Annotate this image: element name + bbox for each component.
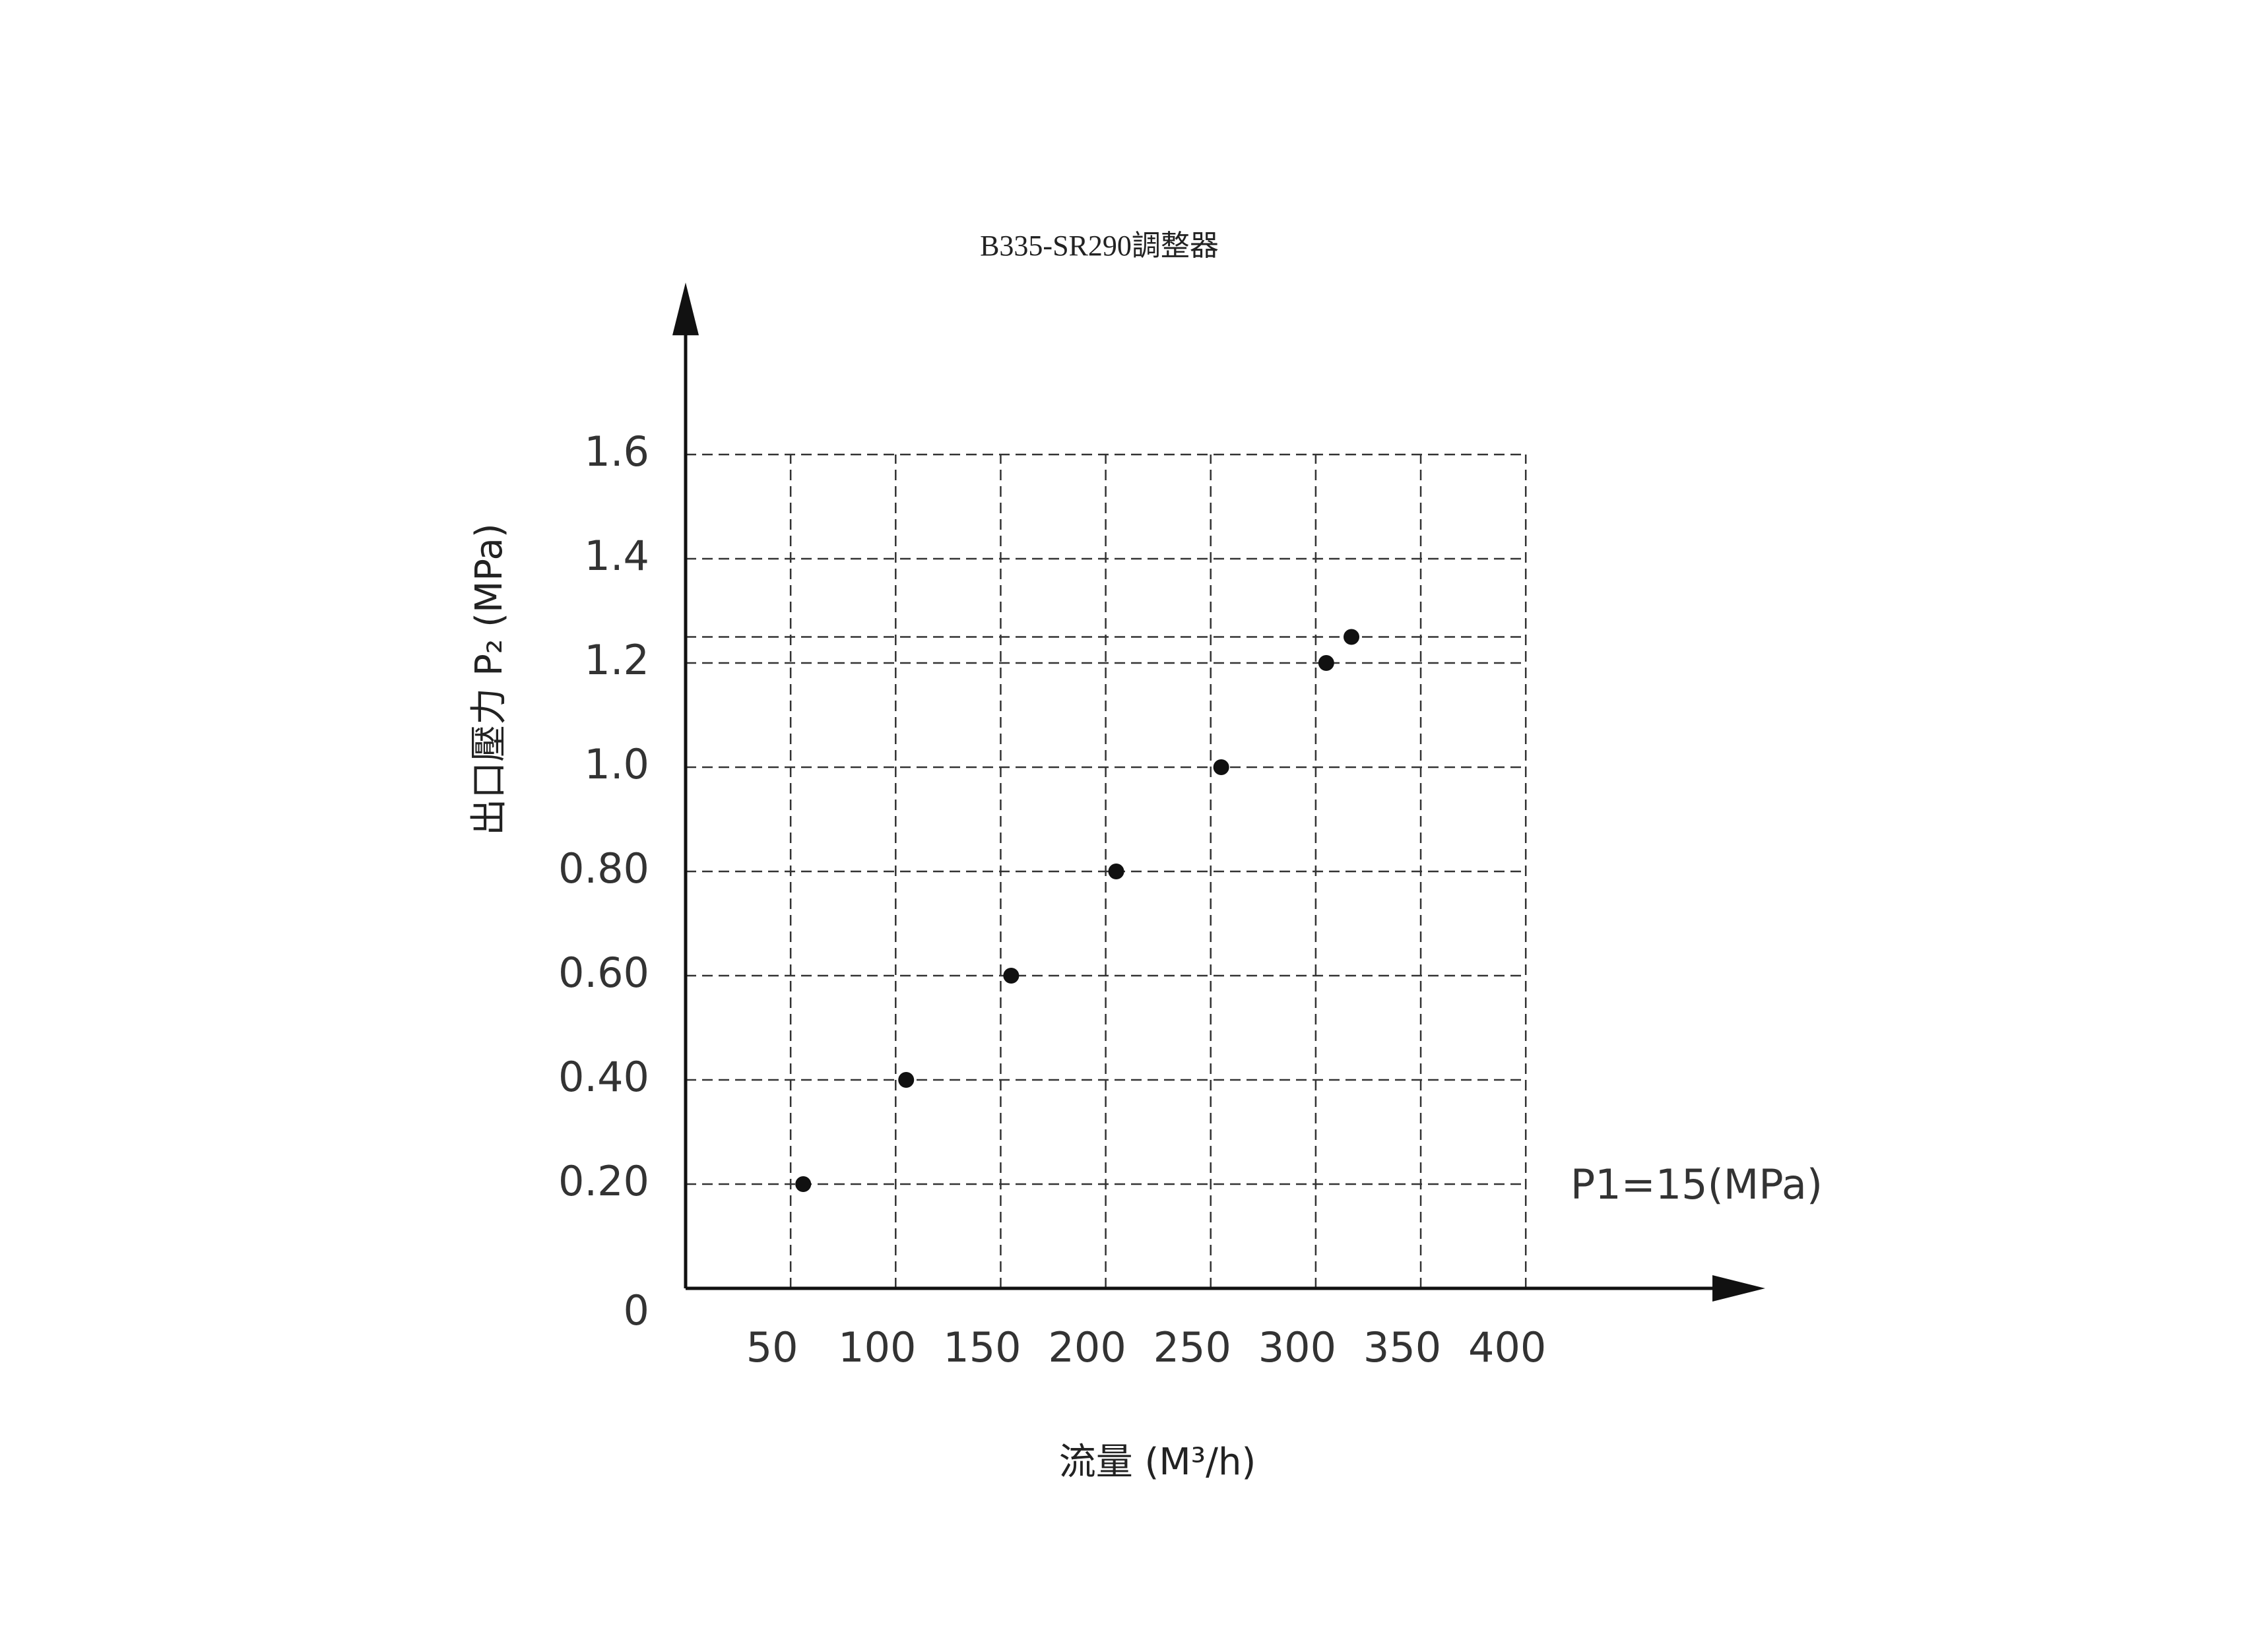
point bbox=[1318, 655, 1334, 671]
annotation: P1=15(MPa) bbox=[1571, 1160, 1823, 1209]
x-tick-label: 350 bbox=[1363, 1323, 1441, 1371]
y-tick-label: 0.20 bbox=[558, 1157, 649, 1205]
x-tick-label: 100 bbox=[838, 1323, 916, 1371]
point bbox=[1003, 968, 1020, 984]
y-tick-label: 0 bbox=[624, 1286, 649, 1335]
y-tick-label: 0.60 bbox=[558, 949, 649, 997]
y-tick-label: 1.2 bbox=[584, 636, 649, 684]
y-tick-label: 1.4 bbox=[584, 532, 649, 580]
x-tick-label: 200 bbox=[1048, 1323, 1126, 1371]
y-tick-label: 1.6 bbox=[584, 427, 649, 476]
x-axis-label: 流量 (M³/h) bbox=[1059, 1441, 1256, 1484]
point bbox=[1344, 629, 1360, 645]
x-tick-label: 400 bbox=[1468, 1323, 1546, 1371]
x-tick-label: 50 bbox=[746, 1323, 798, 1371]
x-tick-label: 300 bbox=[1258, 1323, 1336, 1371]
x-tick-label: 150 bbox=[943, 1323, 1021, 1371]
point bbox=[898, 1072, 915, 1088]
x-axis-arrow bbox=[1712, 1275, 1766, 1302]
chart-title: B335-SR290調整器 bbox=[980, 230, 1219, 262]
x-tick-label: 250 bbox=[1153, 1323, 1231, 1371]
y-tick-label: 1.0 bbox=[584, 740, 649, 788]
y-axis-label: 出口壓力 P₂ (MPa) bbox=[468, 523, 511, 835]
point bbox=[1213, 759, 1229, 775]
y-tick-label: 0.40 bbox=[558, 1053, 649, 1101]
point bbox=[795, 1176, 812, 1192]
point bbox=[1108, 864, 1124, 879]
y-tick-label: 0.80 bbox=[558, 844, 649, 893]
y-axis-arrow bbox=[672, 282, 699, 336]
